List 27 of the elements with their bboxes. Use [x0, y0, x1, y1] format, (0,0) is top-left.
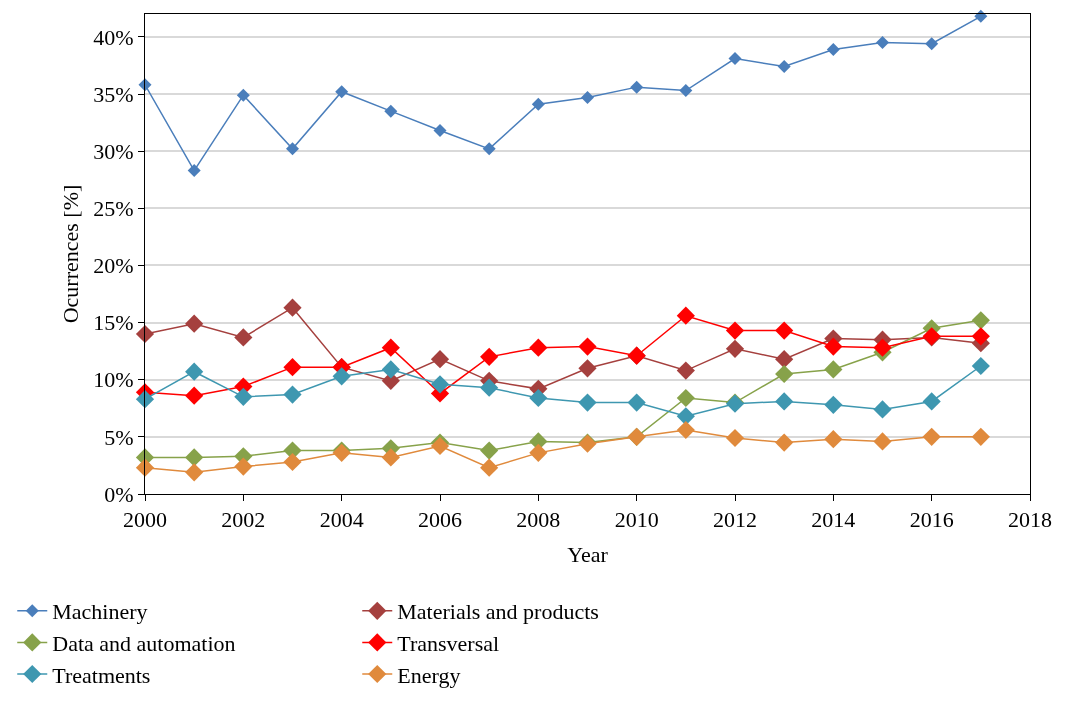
legend-label: Treatments — [52, 662, 151, 688]
x-tick-label: 2016 — [909, 507, 954, 533]
x-axis-title: Year — [567, 542, 609, 568]
legend-label: Transversal — [397, 630, 500, 656]
y-tick-label: 15% — [93, 310, 134, 336]
legend-label: Energy — [397, 662, 461, 688]
y-tick-label: 35% — [93, 81, 134, 107]
y-tick-label: 20% — [93, 253, 134, 279]
y-tick-label: 10% — [93, 367, 134, 393]
x-tick-label: 2000 — [123, 507, 167, 533]
x-tick-label: 2018 — [1008, 507, 1052, 533]
x-tick-label: 2006 — [418, 507, 462, 533]
y-tick-label: 40% — [93, 24, 134, 50]
y-tick-label: 30% — [93, 138, 134, 164]
y-tick-label: 25% — [93, 195, 134, 221]
legend-label: Data and automation — [52, 630, 236, 656]
y-axis-title: Ocurrences [%] — [58, 184, 84, 324]
x-tick-label: 2014 — [811, 507, 856, 533]
legend-label: Materials and products — [397, 599, 599, 625]
x-tick-label: 2010 — [614, 507, 659, 533]
x-tick-label: 2008 — [516, 507, 561, 533]
y-tick-label: 0% — [104, 481, 134, 507]
x-tick-label: 2012 — [713, 507, 757, 533]
x-tick-label: 2004 — [319, 507, 364, 533]
y-tick-label: 5% — [104, 424, 134, 450]
x-tick-label: 2002 — [221, 507, 266, 533]
legend-label: Machinery — [52, 599, 148, 625]
